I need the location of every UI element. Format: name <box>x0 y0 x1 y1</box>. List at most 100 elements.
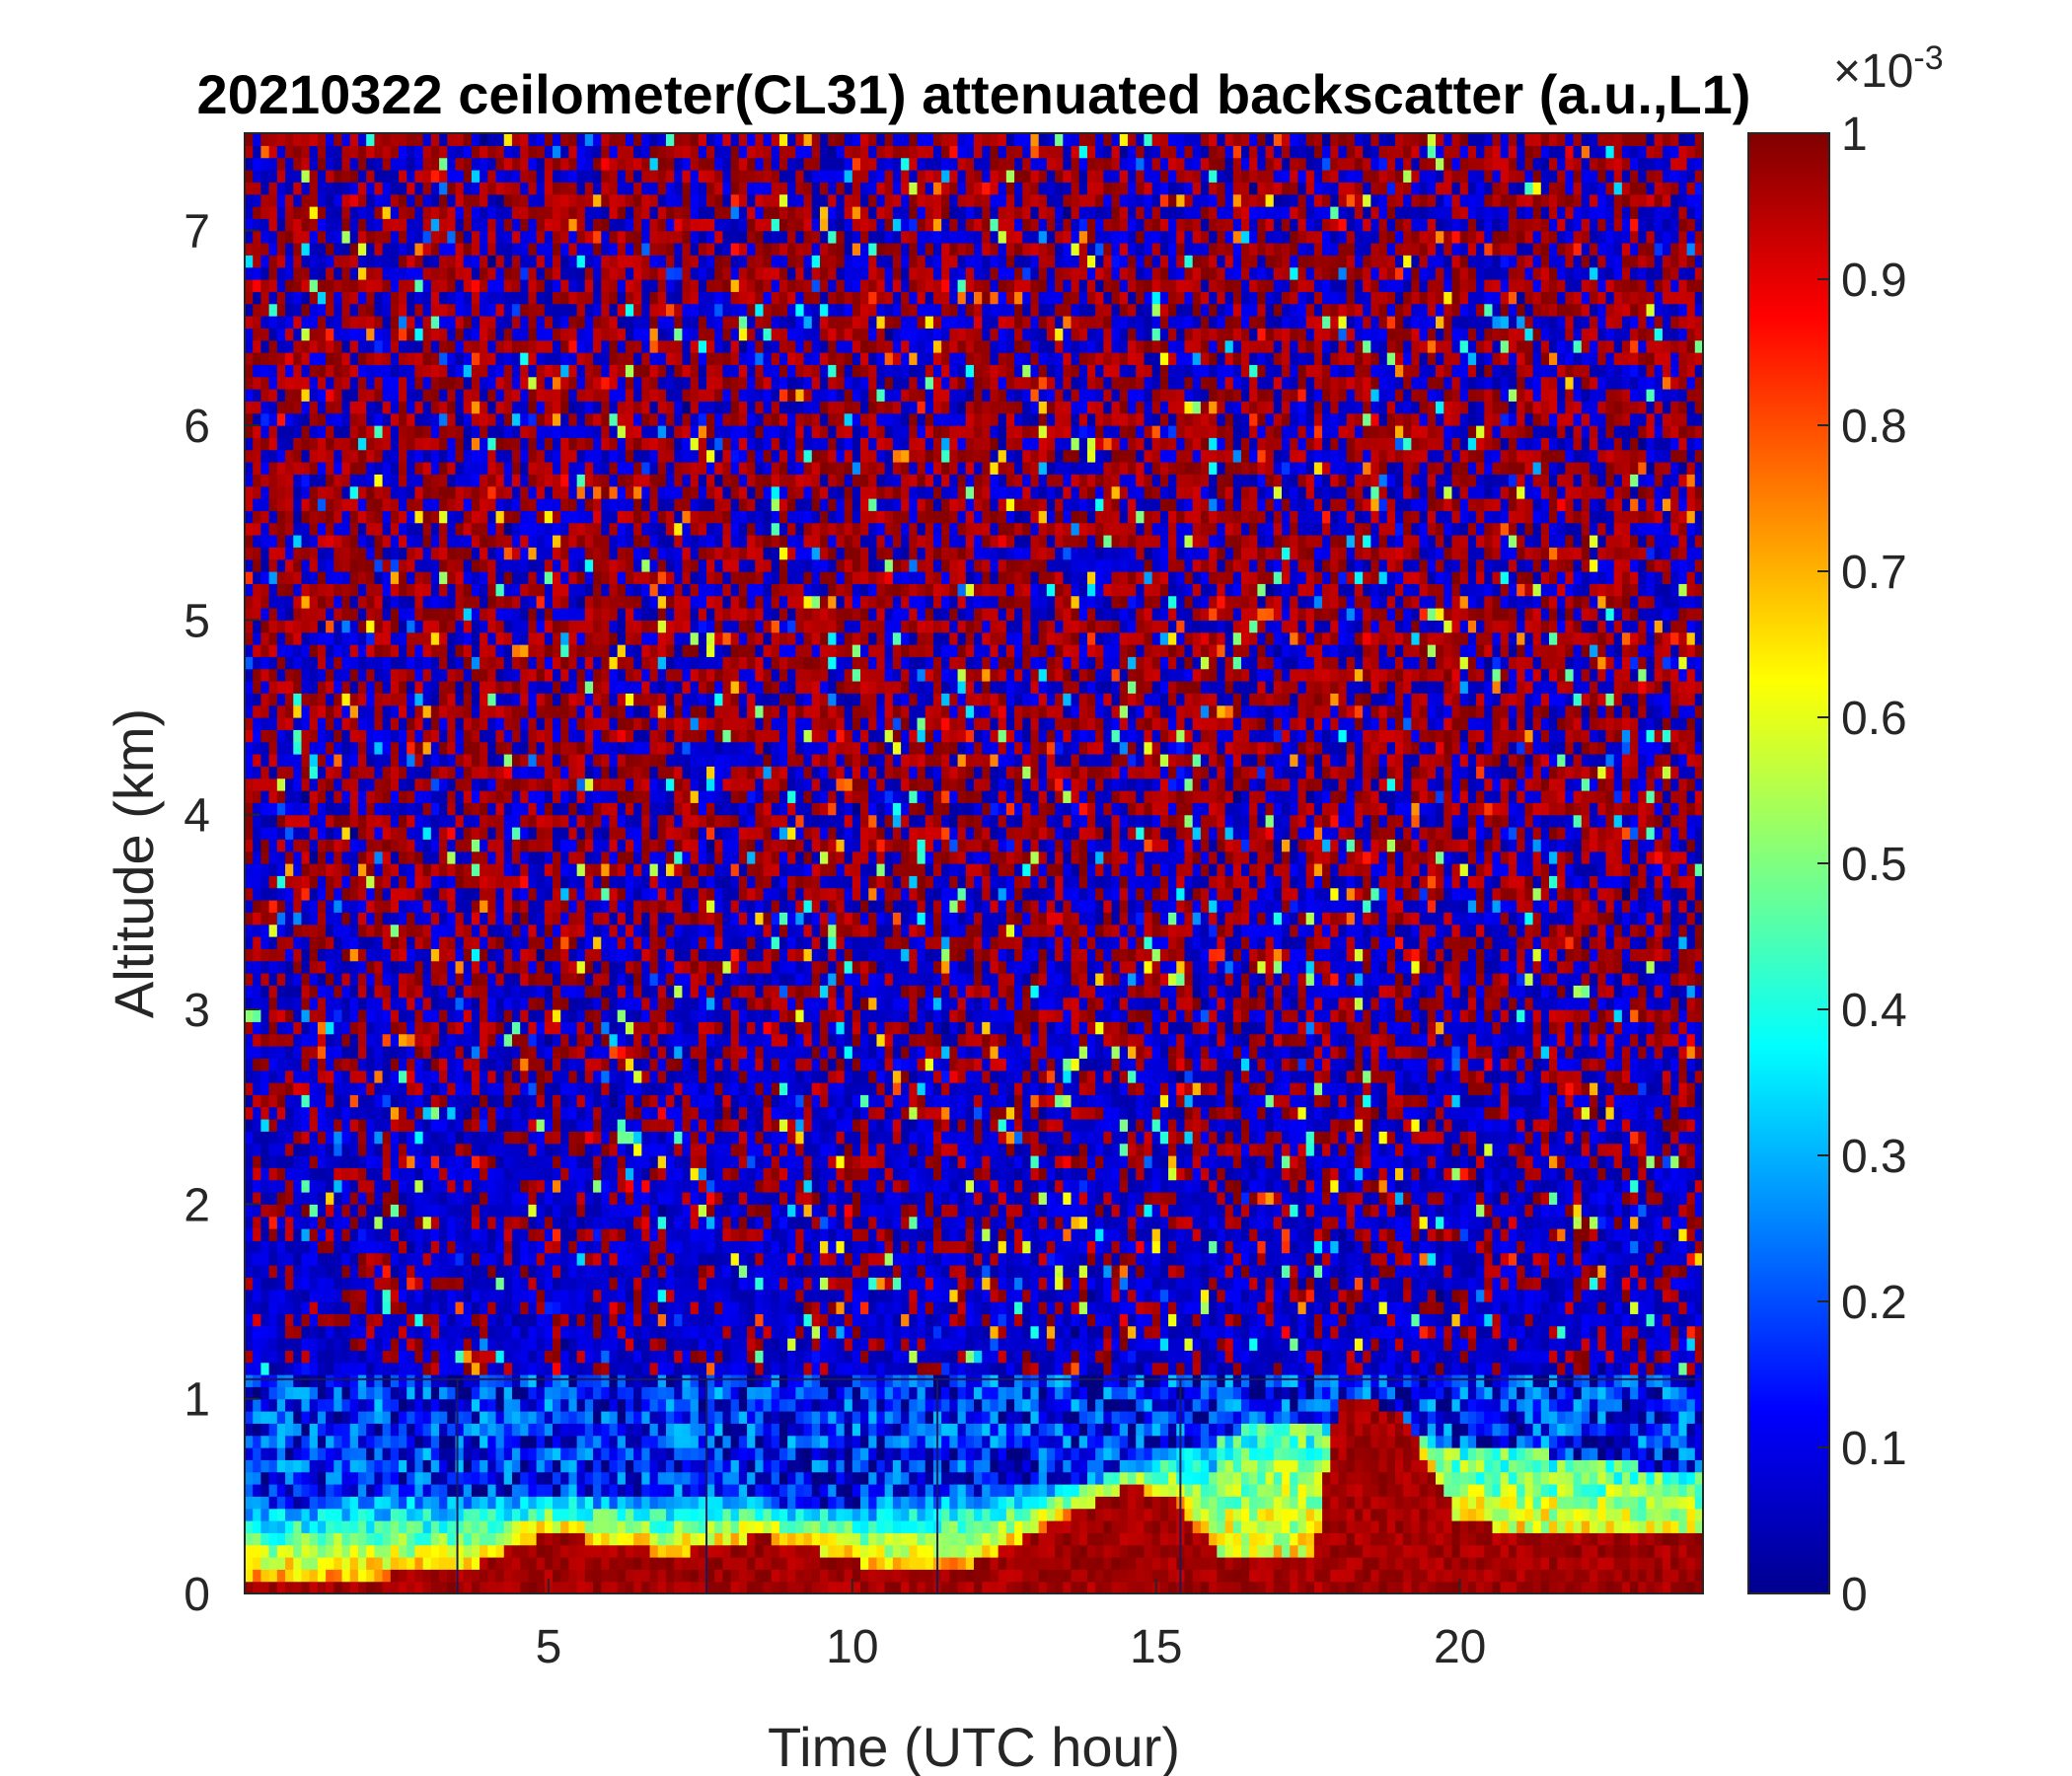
heatmap-cell <box>423 218 432 231</box>
heatmap-cell <box>423 1363 432 1375</box>
heatmap-cell <box>423 1459 432 1472</box>
heatmap-cell <box>260 364 269 377</box>
heatmap-cell <box>269 1496 278 1509</box>
heatmap-cell <box>447 1217 456 1229</box>
heatmap-cell <box>512 1290 521 1302</box>
heatmap-cell <box>342 1520 351 1533</box>
heatmap-cell <box>520 328 529 340</box>
heatmap-cell <box>358 1265 367 1278</box>
heatmap-cell <box>277 1058 286 1071</box>
heatmap-cell <box>245 1107 254 1120</box>
heatmap-cell <box>504 1180 513 1193</box>
heatmap-cell <box>326 1520 334 1533</box>
heatmap-cell <box>455 620 464 632</box>
heatmap-cell <box>512 328 521 340</box>
heatmap-cell <box>480 1009 488 1022</box>
heatmap-cell <box>383 1034 392 1047</box>
heatmap-cell <box>342 1167 351 1180</box>
heatmap-cell <box>447 839 456 851</box>
heatmap-cell <box>399 925 407 937</box>
heatmap-cell <box>455 462 464 475</box>
heatmap-cell <box>318 644 327 657</box>
heatmap-cell <box>366 644 375 657</box>
heatmap-cell <box>326 1058 334 1071</box>
heatmap-cell <box>366 583 375 596</box>
heatmap-cell <box>464 925 473 937</box>
heatmap-cell <box>366 985 375 998</box>
heatmap-cell <box>333 1520 342 1533</box>
heatmap-cell <box>512 754 521 767</box>
heatmap-cell <box>520 218 529 231</box>
heatmap-cell <box>431 1082 440 1095</box>
heatmap-cell <box>366 1545 375 1558</box>
heatmap-cell <box>269 389 278 402</box>
heatmap-cell <box>487 1204 496 1217</box>
heatmap-cell <box>301 206 310 219</box>
heatmap-cell <box>512 1240 521 1253</box>
heatmap-cell <box>350 620 359 632</box>
heatmap-cell <box>496 656 505 669</box>
heatmap-cell <box>480 267 488 280</box>
heatmap-cell <box>253 450 261 463</box>
heatmap-cell <box>487 973 496 986</box>
heatmap-cell <box>350 170 359 183</box>
heatmap-cell <box>391 681 400 694</box>
heatmap-cell <box>431 1447 440 1460</box>
heatmap-cell <box>366 681 375 694</box>
heatmap-cell <box>423 1131 432 1144</box>
heatmap-cell <box>342 754 351 767</box>
heatmap-cell <box>333 998 342 1010</box>
heatmap-cell <box>269 839 278 851</box>
heatmap-cell <box>358 559 367 572</box>
heatmap-cell <box>333 742 342 755</box>
heatmap-cell <box>447 304 456 317</box>
heatmap-cell <box>301 255 310 267</box>
heatmap-cell <box>431 815 440 828</box>
heatmap-cell <box>464 1217 473 1229</box>
heatmap-cell <box>504 1447 513 1460</box>
heatmap-cell <box>285 875 294 888</box>
heatmap-cell <box>310 498 319 511</box>
heatmap-cell <box>480 1071 488 1083</box>
heatmap-cell <box>480 218 488 231</box>
heatmap-cell <box>383 571 392 584</box>
heatmap-cell <box>414 486 423 499</box>
heatmap-cell <box>464 1094 473 1107</box>
heatmap-cell <box>383 1338 392 1351</box>
heatmap-cell <box>423 559 432 572</box>
heatmap-cell <box>277 681 286 694</box>
heatmap-cell <box>269 523 278 536</box>
heatmap-cell <box>269 608 278 621</box>
heatmap-cell <box>310 243 319 256</box>
heatmap-cell <box>318 1423 327 1436</box>
heatmap-cell <box>528 912 537 925</box>
heatmap-cell <box>399 1496 407 1509</box>
heatmap-cell <box>391 1472 400 1485</box>
heatmap-cell <box>301 291 310 304</box>
heatmap-cell <box>383 133 392 146</box>
heatmap-cell <box>414 1034 423 1047</box>
heatmap-cell <box>253 291 261 304</box>
heatmap-cell <box>358 1545 367 1558</box>
heatmap-cell <box>301 571 310 584</box>
heatmap-cell <box>333 644 342 657</box>
heatmap-cell <box>480 790 488 803</box>
heatmap-cell <box>414 1204 423 1217</box>
heatmap-cell <box>245 523 254 536</box>
heatmap-cell <box>439 596 448 609</box>
heatmap-cell <box>260 827 269 840</box>
heatmap-cell <box>464 973 473 986</box>
heatmap-cell <box>423 328 432 340</box>
heatmap-cell <box>374 1436 383 1448</box>
heatmap-cell <box>439 839 448 851</box>
heatmap-cell <box>504 1423 513 1436</box>
heatmap-cell <box>414 158 423 171</box>
heatmap-cell <box>277 255 286 267</box>
heatmap-cell <box>414 1107 423 1120</box>
heatmap-cell <box>277 961 286 974</box>
heatmap-cell <box>358 1338 367 1351</box>
heatmap-cell <box>512 1277 521 1290</box>
heatmap-cell <box>310 1071 319 1083</box>
heatmap-cell <box>464 632 473 645</box>
heatmap-cell <box>310 632 319 645</box>
